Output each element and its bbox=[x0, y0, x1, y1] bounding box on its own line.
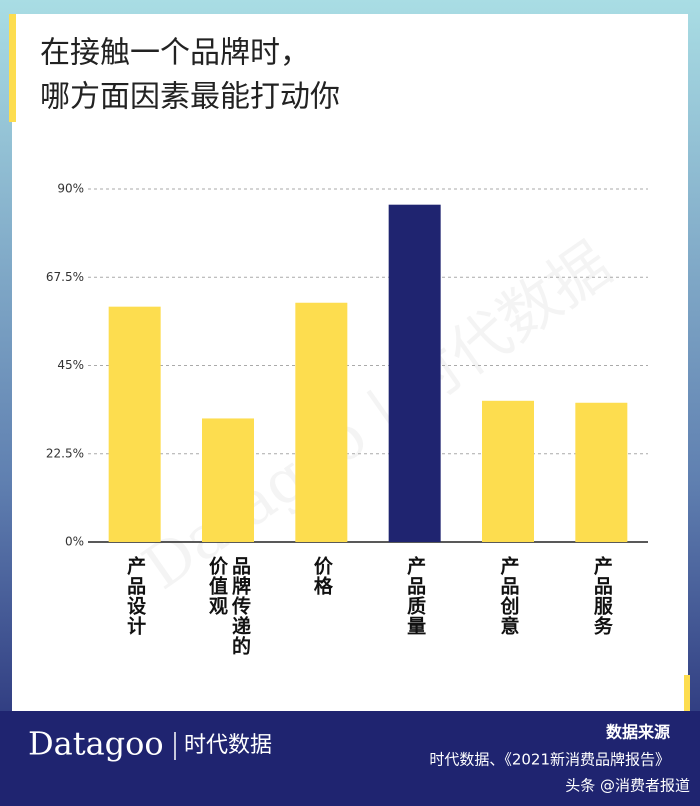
source-title: 数据来源 bbox=[606, 723, 670, 742]
bar bbox=[575, 402, 628, 542]
x-tick-label: 产品质量 bbox=[404, 556, 427, 636]
x-tick-label: 品牌传递的价值观 bbox=[206, 556, 251, 656]
accent bbox=[684, 675, 690, 711]
credit: 头条 @消费者报道 bbox=[565, 777, 690, 795]
title: 在接触一个品牌时， bbox=[40, 36, 310, 71]
y-tick-label: 45% bbox=[57, 358, 84, 372]
y-tick-label: 67.5% bbox=[46, 270, 84, 284]
bar bbox=[388, 204, 441, 542]
x-tick-label: 产品设计 bbox=[124, 556, 147, 636]
bar bbox=[202, 418, 254, 542]
bar bbox=[482, 400, 534, 542]
x-tick-label: 价格 bbox=[310, 556, 333, 596]
y-tick-label: 0% bbox=[65, 535, 84, 549]
y-tick-label: 90% bbox=[57, 182, 84, 196]
bar bbox=[295, 302, 348, 542]
bar bbox=[108, 306, 161, 542]
logo: 时代数据 bbox=[184, 733, 272, 758]
x-tick-label: 产品服务 bbox=[590, 556, 613, 636]
footer bbox=[0, 711, 700, 806]
accent bbox=[9, 14, 16, 122]
title: 哪方面因素最能打动你 bbox=[40, 80, 340, 115]
x-tick-label: 产品创意 bbox=[497, 556, 520, 636]
logo: Datagoo bbox=[28, 725, 164, 763]
source: 时代数据、《2021新消费品牌报告》 bbox=[429, 751, 670, 769]
y-tick-label: 22.5% bbox=[46, 446, 84, 460]
